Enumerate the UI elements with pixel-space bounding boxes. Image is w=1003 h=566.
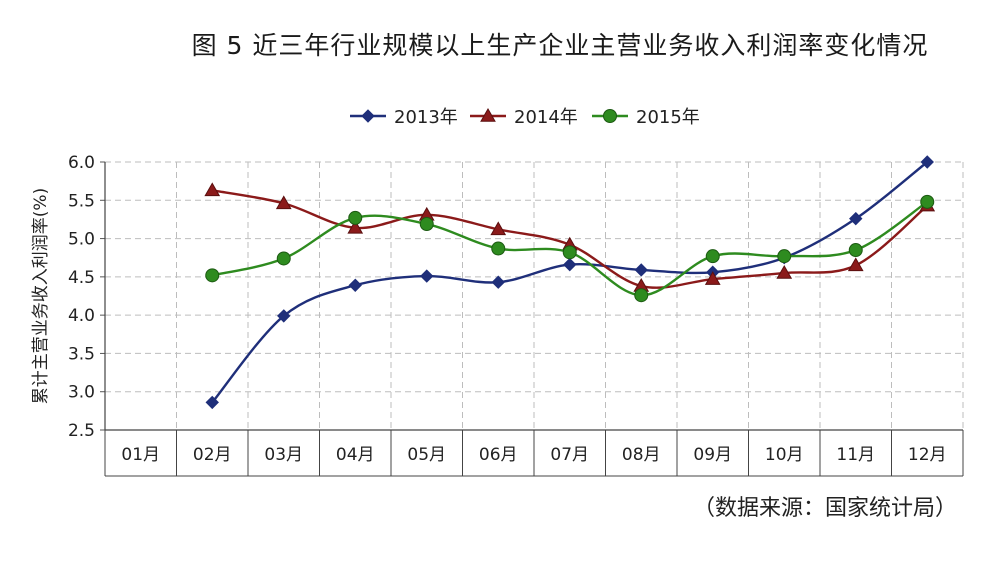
axes: 6.0 5.5 5.0 4.5 4.0 3.5 3.0 2.5 01月 02月 03月 04月 05月 0… (68, 153, 964, 477)
data-point (704, 271, 721, 285)
data-point (776, 265, 793, 279)
data-point (848, 243, 863, 258)
x-tick-label: 05月 (407, 445, 446, 465)
x-tick-label: 03月 (264, 445, 303, 465)
y-tick-label: 2.5 (68, 421, 95, 441)
series-3 (205, 194, 935, 303)
x-tick-label: 08月 (622, 445, 661, 465)
data-point (777, 249, 792, 264)
x-tick-label: 12月 (908, 445, 947, 465)
data-point (847, 257, 864, 272)
data-point (920, 194, 935, 209)
x-tick-label: 02月 (193, 445, 232, 465)
x-tick-label: 04月 (336, 445, 375, 465)
x-tick-label: 10月 (765, 445, 804, 465)
data-point (275, 195, 292, 210)
y-tick-label: 3.5 (68, 344, 95, 364)
data-point (634, 263, 648, 277)
series-layer (204, 155, 936, 410)
legend: 2013年 2014年 2015年 (350, 107, 700, 128)
y-tick-label: 6.0 (68, 153, 95, 173)
legend-label: 2015年 (636, 107, 700, 128)
legend-item: 2015年 (592, 107, 700, 128)
data-point (849, 211, 863, 226)
data-point (562, 245, 577, 260)
data-point (276, 251, 291, 266)
legend-marker (480, 107, 496, 122)
y-tick-label: 5.0 (68, 230, 95, 250)
y-tick-label: 5.5 (68, 191, 95, 211)
data-point (491, 275, 505, 289)
x-tick-label: 07月 (550, 445, 589, 465)
data-point (920, 155, 934, 169)
legend-item: 2014年 (470, 107, 578, 128)
data-point (348, 278, 362, 292)
grid-lines (105, 161, 964, 430)
data-point (634, 288, 649, 303)
data-point (204, 182, 221, 197)
data-point (705, 249, 720, 264)
data-point (491, 241, 506, 256)
y-tick-label: 4.0 (68, 306, 95, 326)
series-1 (205, 155, 934, 410)
data-point (205, 268, 220, 283)
x-tick-label: 09月 (693, 445, 732, 465)
data-point (205, 395, 219, 410)
y-tick-label: 4.5 (68, 268, 95, 288)
data-point (347, 219, 364, 234)
legend-item: 2013年 (350, 107, 458, 128)
data-point (420, 269, 434, 283)
legend-label: 2014年 (514, 107, 578, 128)
x-tick-label: 01月 (121, 445, 160, 465)
y-axis-label: 累计主营业务收入利润率(%) (31, 188, 51, 404)
x-tick-label: 11月 (836, 445, 875, 465)
data-point (348, 210, 363, 225)
data-point (563, 257, 577, 272)
data-point (419, 217, 434, 232)
x-tick-label: 06月 (479, 445, 518, 465)
legend-marker (361, 109, 375, 123)
data-source: （数据来源：国家统计局） (692, 496, 957, 521)
legend-marker (603, 109, 617, 123)
data-point (277, 309, 291, 323)
data-point (490, 221, 507, 236)
legend-label: 2013年 (394, 107, 458, 128)
chart-title: 图 5 近三年行业规模以上生产企业主营业务收入利润率变化情况 (191, 31, 929, 60)
y-tick-label: 3.0 (68, 383, 95, 403)
